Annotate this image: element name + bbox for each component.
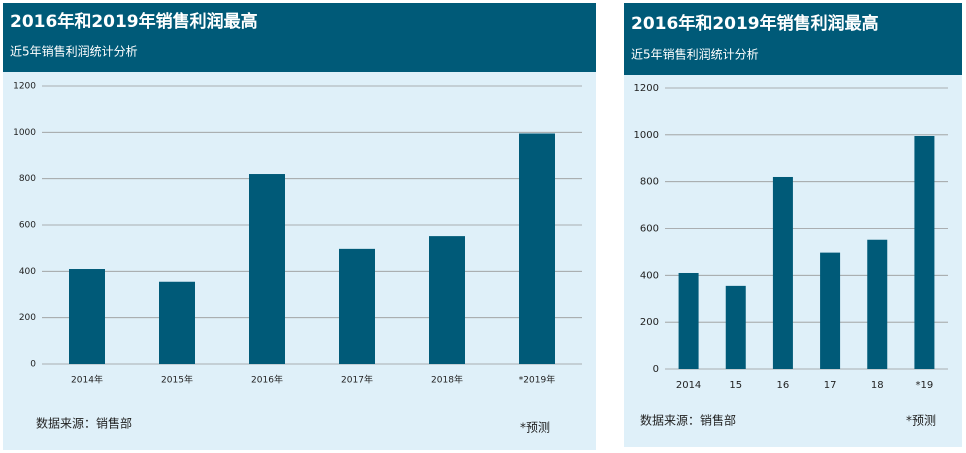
bar <box>429 236 465 364</box>
y-tick-label: 1000 <box>13 128 36 138</box>
x-tick-label: 15 <box>729 380 742 391</box>
bar <box>678 272 699 369</box>
x-tick-label: *19 <box>916 380 934 391</box>
y-tick-label: 600 <box>19 221 36 231</box>
y-tick-label: 200 <box>19 313 36 323</box>
y-tick-label: 400 <box>19 267 36 277</box>
x-tick-label: 16 <box>777 380 790 391</box>
y-tick-label: 1200 <box>634 83 659 94</box>
x-tick-label: *2019年 <box>519 374 555 386</box>
header <box>624 3 962 75</box>
bar <box>772 176 793 369</box>
bar <box>725 285 746 369</box>
y-tick-label: 400 <box>640 270 659 281</box>
bar <box>820 252 841 369</box>
header <box>3 3 596 72</box>
x-tick-label: 18 <box>871 380 884 391</box>
bar <box>159 281 195 364</box>
bar <box>249 174 285 364</box>
y-tick-label: 600 <box>640 224 659 235</box>
y-tick-label: 1200 <box>13 82 36 92</box>
source-note: 数据来源：销售部 <box>36 416 132 431</box>
bar <box>867 239 888 369</box>
plot-background <box>3 72 596 450</box>
bar <box>339 248 375 364</box>
y-tick-label: 0 <box>653 364 659 375</box>
y-tick-label: 0 <box>30 360 36 370</box>
x-tick-label: 2014 <box>676 380 701 391</box>
bar <box>519 133 555 364</box>
forecast-note: *预测 <box>906 414 936 428</box>
bar <box>69 269 105 364</box>
chart-title: 2016年和2019年销售利润最高 <box>10 11 258 32</box>
forecast-note: *预测 <box>520 421 550 435</box>
chart-subtitle: 近5年销售利润统计分析 <box>10 44 138 59</box>
chart-title: 2016年和2019年销售利润最高 <box>631 13 879 34</box>
x-tick-label: 2017年 <box>341 374 373 386</box>
bar <box>914 136 935 369</box>
source-note: 数据来源：销售部 <box>640 413 736 428</box>
y-tick-label: 800 <box>640 177 659 188</box>
y-tick-label: 1000 <box>634 130 659 141</box>
y-tick-label: 200 <box>640 317 659 328</box>
x-tick-label: 17 <box>824 380 837 391</box>
plot-background <box>624 75 962 447</box>
y-tick-label: 800 <box>19 174 36 184</box>
chart-subtitle: 近5年销售利润统计分析 <box>631 47 759 62</box>
x-tick-label: 2014年 <box>71 374 103 386</box>
x-tick-label: 2018年 <box>431 374 463 386</box>
x-tick-label: 2015年 <box>161 374 193 386</box>
x-tick-label: 2016年 <box>251 374 283 386</box>
